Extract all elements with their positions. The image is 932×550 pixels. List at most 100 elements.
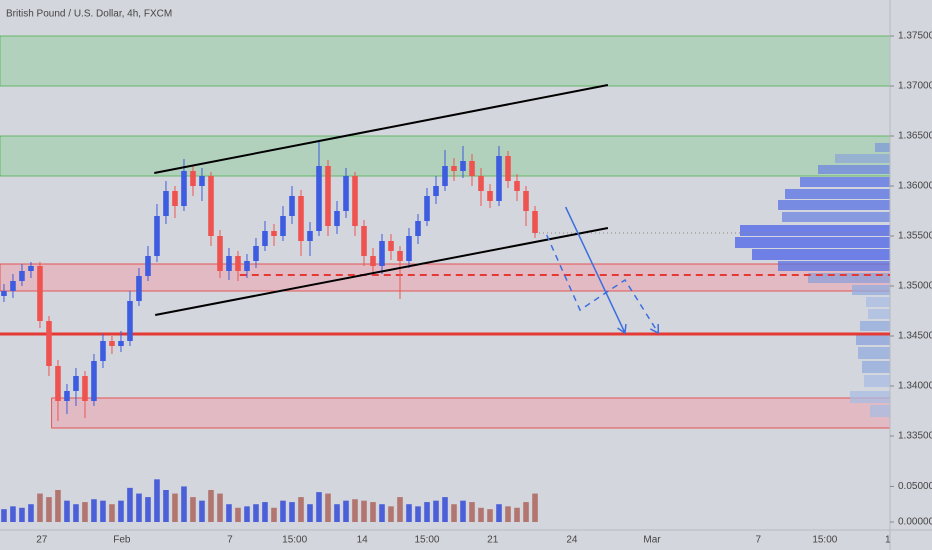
candle-body — [280, 216, 286, 236]
candle-body — [271, 231, 277, 236]
volume-bar — [73, 504, 79, 522]
zone — [0, 263, 891, 292]
candle-body — [487, 191, 493, 201]
candle-body — [532, 211, 538, 233]
profile-row — [785, 189, 890, 199]
candle-body — [514, 181, 520, 191]
y-tick-label: 1.37500 — [898, 31, 932, 42]
y-tick-label: 1.37000 — [898, 81, 932, 92]
candle-body — [397, 251, 403, 261]
volume-bar — [55, 489, 61, 522]
candle-body — [10, 281, 16, 291]
volume-bar — [307, 504, 313, 522]
candle-body — [370, 256, 376, 266]
candle-body — [55, 366, 61, 401]
volume-bar — [226, 504, 232, 522]
y2-tick-label: 0.00000 — [898, 517, 932, 528]
candle-body — [343, 176, 349, 211]
volume-bar — [406, 504, 412, 522]
candle-body — [1, 291, 7, 296]
arrow-head — [649, 323, 660, 335]
candle-body — [424, 196, 430, 221]
candle-body — [307, 231, 313, 241]
volume-bar — [190, 497, 196, 522]
volume-bar — [361, 500, 367, 522]
y-tick-label: 1.34000 — [898, 381, 932, 392]
volume-bar — [136, 493, 142, 522]
volume-bar — [334, 504, 340, 522]
candle-body — [64, 391, 70, 401]
candle-body — [226, 256, 232, 271]
y-tick-label: 1.36500 — [898, 131, 932, 142]
x-tick-label: 15:00 — [282, 535, 307, 546]
volume-bar — [100, 500, 106, 522]
candle-body — [217, 236, 223, 271]
x-tick-label: 21 — [487, 535, 499, 546]
candle-body — [253, 246, 259, 261]
candle-body — [289, 196, 295, 216]
volume-bar — [163, 489, 169, 522]
volume-bar — [316, 492, 322, 522]
volume-bar — [253, 504, 259, 522]
y-tick-label: 1.34500 — [898, 331, 932, 342]
volume-bar — [451, 504, 457, 522]
candle-body — [127, 301, 133, 341]
candle-body — [163, 191, 169, 216]
volume-bar — [487, 509, 493, 522]
volume-bar — [199, 500, 205, 522]
volume-bar — [370, 502, 376, 522]
volume-bar — [496, 504, 502, 522]
volume-bar — [145, 497, 151, 522]
candle-body — [145, 256, 151, 276]
volume-bar — [352, 499, 358, 522]
profile-row — [782, 212, 890, 222]
volume-bar — [343, 500, 349, 522]
profile-row — [740, 225, 890, 236]
profile-row — [850, 391, 890, 403]
candle-body — [298, 196, 304, 241]
candle-body — [154, 216, 160, 256]
candle-body — [352, 176, 358, 226]
candle-body — [82, 376, 88, 401]
volume-bar — [82, 502, 88, 522]
profile-row — [735, 237, 890, 248]
volume-bar — [28, 504, 34, 522]
volume-bar — [379, 504, 385, 522]
candle-body — [379, 241, 385, 266]
volume-bar — [1, 509, 7, 522]
candle-body — [91, 361, 97, 401]
trendline — [564, 206, 626, 334]
volume-bar — [109, 504, 115, 522]
candle-body — [199, 176, 205, 186]
volume-bar — [514, 507, 520, 522]
candle-body — [442, 166, 448, 186]
volume-bar — [37, 493, 43, 522]
candle-body — [388, 241, 394, 251]
candle-body — [361, 226, 367, 256]
candle-body — [190, 171, 196, 186]
profile-row — [864, 375, 890, 387]
volume-bar — [415, 506, 421, 522]
volume-bar — [244, 506, 250, 522]
profile-row — [860, 321, 890, 331]
volume-bar — [478, 507, 484, 522]
candle-body — [28, 266, 34, 271]
volume-bar — [388, 506, 394, 522]
candle-body — [523, 191, 529, 211]
candle-body — [406, 236, 412, 261]
candle-body — [118, 341, 124, 346]
x-tick-label: Mar — [643, 535, 661, 546]
zone — [0, 35, 891, 87]
x-tick-label: 1 — [885, 535, 891, 546]
volume-bar — [271, 507, 277, 522]
zone — [51, 397, 891, 429]
volume-bar — [172, 493, 178, 522]
candle-body — [451, 166, 457, 171]
volume-bar — [397, 497, 403, 522]
volume-bar — [289, 502, 295, 522]
volume-bar — [262, 502, 268, 522]
trendline — [546, 234, 659, 334]
arrow-head — [617, 323, 627, 335]
candle-body — [244, 261, 250, 271]
volume-bar — [505, 506, 511, 522]
